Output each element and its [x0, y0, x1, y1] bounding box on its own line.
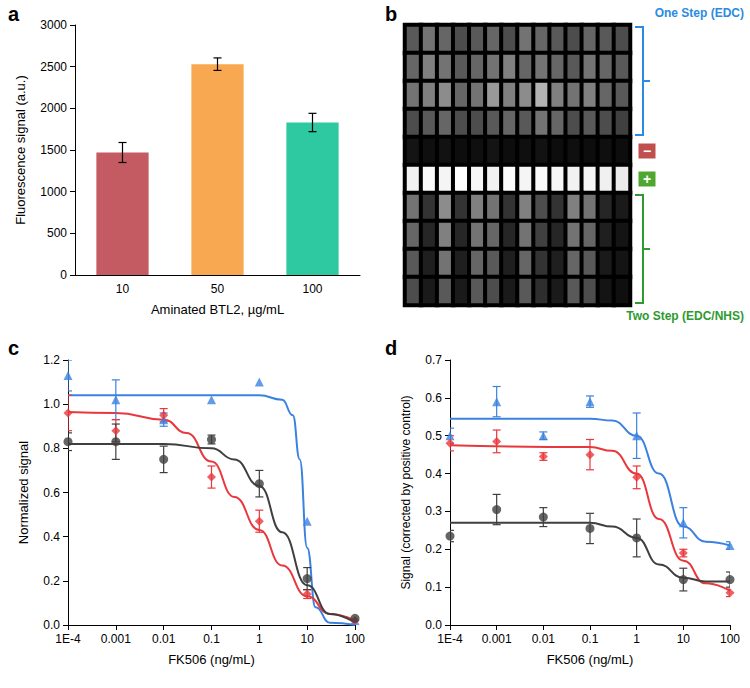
- svg-text:500: 500: [47, 226, 67, 240]
- svg-text:1: 1: [633, 632, 640, 646]
- svg-text:1E-4: 1E-4: [437, 632, 463, 646]
- svg-text:−: −: [643, 143, 651, 159]
- svg-text:0.7: 0.7: [425, 353, 442, 367]
- svg-text:0.1: 0.1: [425, 580, 442, 594]
- svg-text:a: a: [8, 3, 20, 25]
- svg-text:0.2: 0.2: [425, 542, 442, 556]
- svg-text:0.01: 0.01: [152, 632, 176, 646]
- svg-text:0.01: 0.01: [532, 632, 556, 646]
- svg-text:0: 0: [60, 268, 67, 282]
- svg-text:0.3: 0.3: [425, 504, 442, 518]
- svg-text:0.001: 0.001: [482, 632, 512, 646]
- svg-text:c: c: [8, 337, 19, 359]
- svg-text:b: b: [385, 3, 397, 25]
- svg-text:+: +: [643, 171, 651, 187]
- svg-text:10: 10: [116, 282, 130, 296]
- svg-text:0.6: 0.6: [43, 486, 60, 500]
- svg-text:100: 100: [302, 282, 322, 296]
- svg-text:0.5: 0.5: [425, 429, 442, 443]
- svg-text:0.1: 0.1: [582, 632, 599, 646]
- svg-text:FK506 (ng/mL): FK506 (ng/mL): [168, 652, 255, 667]
- svg-text:Fluorescence signal (a.u.): Fluorescence signal (a.u.): [13, 75, 28, 225]
- svg-text:Aminated BTL2, µg/mL: Aminated BTL2, µg/mL: [151, 302, 284, 317]
- svg-text:100: 100: [345, 632, 365, 646]
- svg-text:0.4: 0.4: [43, 530, 60, 544]
- svg-text:Two Step (EDC/NHS): Two Step (EDC/NHS): [626, 309, 744, 323]
- svg-text:2000: 2000: [40, 101, 67, 115]
- svg-text:FK506 (ng/mL): FK506 (ng/mL): [547, 652, 634, 667]
- svg-text:0.2: 0.2: [43, 574, 60, 588]
- svg-text:1000: 1000: [40, 185, 67, 199]
- svg-text:Signal (corrected by positive: Signal (corrected by positive control): [399, 395, 413, 589]
- svg-text:0.8: 0.8: [43, 441, 60, 455]
- svg-text:1.2: 1.2: [43, 353, 60, 367]
- svg-text:0.4: 0.4: [425, 467, 442, 481]
- svg-text:1E-4: 1E-4: [55, 632, 81, 646]
- svg-text:2500: 2500: [40, 60, 67, 74]
- svg-text:0.0: 0.0: [43, 618, 60, 632]
- svg-text:10: 10: [677, 632, 691, 646]
- svg-text:1: 1: [256, 632, 263, 646]
- svg-text:3000: 3000: [40, 18, 67, 32]
- svg-text:1.0: 1.0: [43, 397, 60, 411]
- svg-text:10: 10: [300, 632, 314, 646]
- svg-text:0.001: 0.001: [101, 632, 131, 646]
- svg-text:1500: 1500: [40, 143, 67, 157]
- svg-text:50: 50: [211, 282, 225, 296]
- svg-text:0.1: 0.1: [203, 632, 220, 646]
- svg-text:0.0: 0.0: [425, 618, 442, 632]
- svg-text:One Step (EDC): One Step (EDC): [655, 6, 744, 20]
- svg-text:Normalized signal: Normalized signal: [16, 441, 31, 544]
- svg-text:0.6: 0.6: [425, 391, 442, 405]
- svg-text:d: d: [385, 337, 397, 359]
- svg-text:100: 100: [720, 632, 740, 646]
